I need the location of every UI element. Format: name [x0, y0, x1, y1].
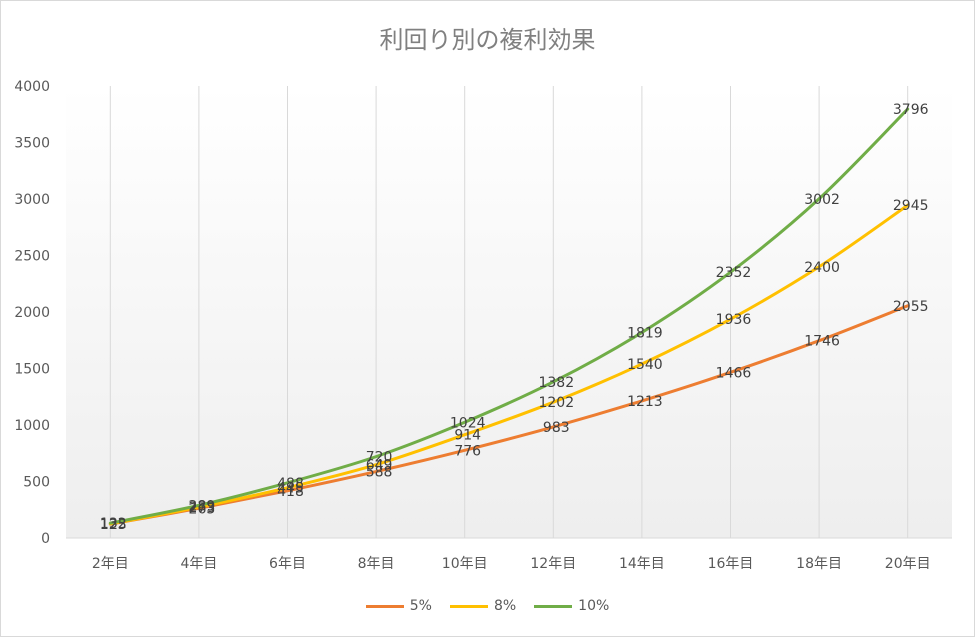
- data-label: 1936: [716, 312, 752, 328]
- x-tick-label: 6年目: [269, 556, 306, 572]
- y-tick-label: 1500: [14, 362, 50, 378]
- data-label: 1540: [627, 357, 663, 373]
- y-tick-label: 500: [23, 475, 50, 491]
- x-tick-label: 2年目: [92, 556, 129, 572]
- legend-swatch: [449, 604, 488, 608]
- data-label: 125: [100, 517, 127, 533]
- data-label: 1202: [538, 395, 574, 411]
- x-tick-label: 14年目: [619, 556, 665, 572]
- data-label: 720: [366, 450, 393, 466]
- legend-item: 10%: [534, 598, 609, 614]
- data-label: 1024: [450, 415, 486, 431]
- legend-item: 5%: [365, 598, 432, 614]
- legend-item: 8%: [449, 598, 517, 614]
- data-label: 418: [277, 484, 304, 500]
- y-tick-label: 2000: [14, 305, 50, 321]
- legend-swatch: [534, 604, 573, 608]
- y-tick-label: 1000: [14, 418, 50, 434]
- data-label: 1466: [716, 365, 752, 381]
- data-label: 2352: [716, 265, 752, 281]
- legend-swatch: [365, 604, 404, 608]
- y-tick-label: 0: [41, 531, 50, 547]
- x-tick-label: 8年目: [358, 556, 395, 572]
- data-label: 273: [189, 500, 216, 516]
- y-tick-label: 3000: [14, 192, 50, 208]
- data-label: 445: [277, 481, 304, 497]
- data-label: 1382: [538, 375, 574, 391]
- data-label: 123: [100, 517, 127, 533]
- data-label: 289: [189, 498, 216, 514]
- data-label: 1213: [627, 394, 663, 410]
- data-label: 1819: [627, 325, 663, 341]
- y-tick-label: 2500: [14, 249, 50, 265]
- data-label: 2055: [893, 299, 929, 315]
- data-label: 3796: [893, 102, 929, 118]
- chart-legend: 5% 8% 10%: [0, 598, 975, 614]
- x-tick-label: 16年目: [708, 556, 754, 572]
- series-line-5pct: [108, 304, 910, 526]
- series-line-8pct: [108, 203, 910, 526]
- chart-title: 利回り別の複利効果: [379, 26, 596, 54]
- legend-label: 8%: [493, 598, 517, 614]
- x-tick-label: 4年目: [180, 556, 217, 572]
- data-label: 588: [366, 465, 393, 481]
- data-label: 914: [454, 428, 481, 444]
- y-tick-label: 4000: [14, 79, 50, 95]
- y-tick-label: 3500: [14, 136, 50, 152]
- data-label: 1746: [804, 334, 840, 350]
- data-label: 2945: [893, 198, 929, 214]
- plot-area-background: [66, 86, 952, 538]
- data-label: 776: [454, 443, 481, 459]
- data-label: 3002: [804, 192, 840, 208]
- data-label: 263: [189, 501, 216, 517]
- legend-label: 10%: [578, 598, 610, 614]
- x-tick-label: 20年目: [885, 556, 931, 572]
- data-label: 2400: [804, 260, 840, 276]
- x-tick-label: 18年目: [796, 556, 842, 572]
- x-tick-label: 10年目: [442, 556, 488, 572]
- series-line-10pct: [108, 107, 910, 525]
- data-label: 983: [543, 420, 570, 436]
- x-tick-label: 12年目: [530, 556, 576, 572]
- data-label: 488: [277, 476, 304, 492]
- data-label: 132: [100, 516, 127, 532]
- legend-label: 5%: [409, 598, 432, 614]
- data-label: 649: [366, 458, 393, 474]
